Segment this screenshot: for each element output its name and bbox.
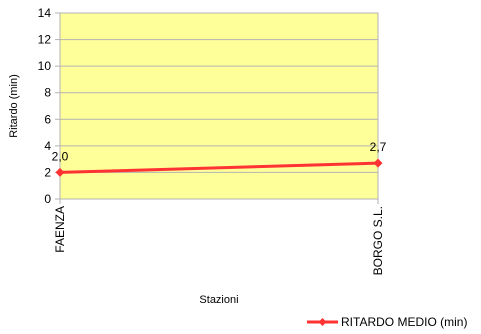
y-tick-label: 0 [44, 192, 51, 206]
x-axis-ticks: FAENZA BORGO S.L. [53, 199, 385, 275]
gridlines [60, 39, 378, 173]
y-axis-ticks: 0 2 4 6 8 10 12 14 [38, 6, 60, 206]
y-axis-title: Ritardo (min) [8, 74, 20, 138]
legend-marker-swatch [318, 318, 327, 326]
y-tick-label: 2 [44, 165, 51, 179]
legend-label: RITARDO MEDIO (min) [341, 315, 467, 329]
y-tick-label: 10 [38, 59, 52, 73]
data-label: 2,7 [370, 140, 387, 154]
series-line [59, 161, 379, 174]
x-axis-title: Stazioni [199, 294, 238, 306]
y-tick-label: 4 [44, 139, 51, 153]
y-tick-label: 14 [38, 6, 52, 20]
y-tick-label: 6 [44, 112, 51, 126]
x-tick-label: BORGO S.L. [371, 206, 385, 275]
x-tick-label: FAENZA [53, 206, 67, 253]
legend: RITARDO MEDIO (min) [307, 315, 467, 329]
data-point [373, 158, 383, 168]
y-tick-label: 12 [38, 33, 52, 47]
data-point [55, 167, 65, 177]
data-label: 2,0 [52, 149, 69, 163]
series-group: 2,0 2,7 [52, 140, 387, 177]
y-tick-label: 8 [44, 86, 51, 100]
